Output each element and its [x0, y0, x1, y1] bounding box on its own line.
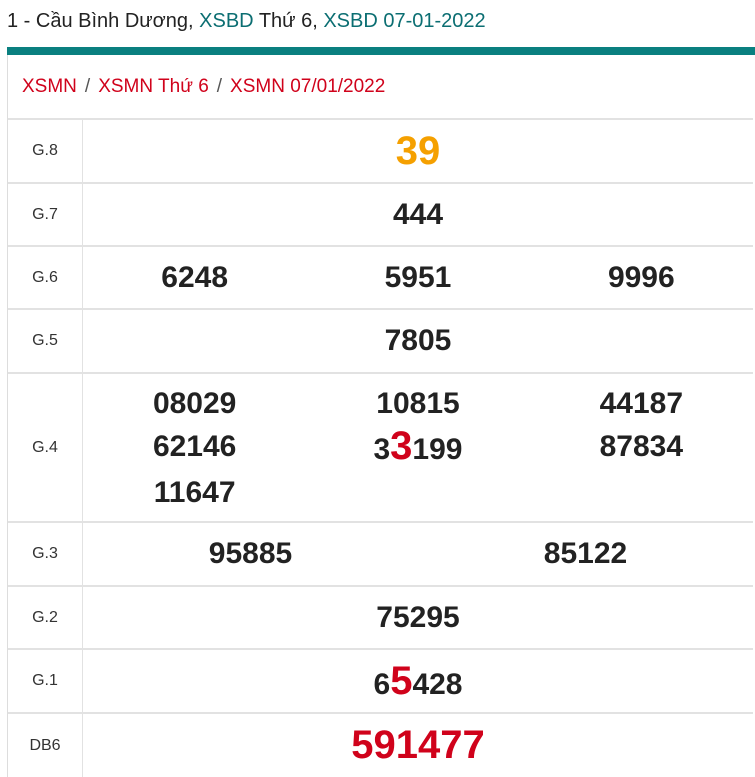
results-card: XSMN / XSMN Thứ 6 / XSMN 07/01/2022 G.8 39 G.7…: [7, 55, 754, 777]
xsbd-link[interactable]: XSBD: [199, 10, 254, 32]
breadcrumb-xsmn[interactable]: XSMN: [22, 76, 77, 97]
prize-values: 444: [82, 182, 753, 246]
prize-label: G.7: [8, 182, 83, 246]
breadcrumb-xsmn-date[interactable]: XSMN 07/01/2022: [230, 76, 386, 97]
prize-number: 75295: [376, 601, 459, 635]
highlight-digit: 5: [390, 658, 413, 703]
prize-row: DB6 591477: [8, 712, 753, 777]
prize-number: 95885: [209, 537, 292, 571]
prize-values: 6248 5951 9996: [82, 245, 753, 309]
prize-row: G.3 95885 85122: [8, 521, 753, 586]
number-part: 87834: [599, 429, 684, 463]
prize-values: 75295: [82, 585, 753, 649]
number-part: 10815: [376, 386, 460, 420]
number-part: 44187: [599, 386, 684, 420]
prize-values: 39: [82, 118, 753, 183]
prize-row: G.8 39: [8, 118, 753, 183]
prize-row: G.2 75295: [8, 585, 753, 649]
prize-row: G.5 7805: [8, 308, 753, 373]
breadcrumb-sep: /: [84, 76, 91, 97]
prize-number: 65428: [374, 659, 463, 704]
prize-number: 39: [396, 129, 441, 174]
prize-row: G.4 08029 10815 44187 62146 33199 87834 11647: [8, 372, 753, 522]
title-text: 1 - Cầu Bình Dương,: [7, 10, 200, 32]
accent-bar: [7, 47, 755, 55]
number-part: 6: [373, 667, 391, 701]
number-part: 85122: [543, 537, 628, 570]
number-part: 3: [373, 432, 391, 466]
breadcrumb-xsmn-thu6[interactable]: XSMN Thứ 6: [98, 76, 209, 97]
xsbd-date-link[interactable]: XSBD 07-01-2022: [323, 10, 486, 32]
prize-number: 10815: [306, 382, 529, 425]
page-title: 1 - Cầu Bình Dương, XSBD Thứ 6, XSBD 07-…: [7, 10, 486, 33]
prize-values: 65428: [82, 648, 753, 713]
prize-number: 44187: [530, 382, 753, 425]
prize-row: G.6 6248 5951 9996: [8, 245, 753, 309]
prize-row: G.7 444: [8, 182, 753, 246]
number-part: 75295: [376, 600, 460, 634]
prize-number: 87834: [530, 425, 753, 471]
number-part: 5951: [384, 260, 452, 294]
breadcrumb: XSMN / XSMN Thứ 6 / XSMN 07/01/2022: [22, 76, 385, 98]
number-part: 08029: [152, 386, 237, 420]
number-part: 6248: [161, 260, 229, 294]
number-part: 11647: [153, 475, 236, 509]
number-part: 428: [412, 667, 463, 701]
results-table: G.8 39 G.7 444 G.6 6248 5951 9996 G.5 7805 G.4 0802…: [8, 118, 753, 777]
prize-number: 11647: [83, 471, 306, 514]
prize-label: G.3: [8, 521, 83, 586]
number-part: 9996: [607, 260, 675, 294]
prize-row: G.1 65428: [8, 648, 753, 713]
prize-values: 591477: [82, 712, 753, 777]
prize-number: 5951: [385, 261, 452, 295]
highlight-digit: 3: [390, 423, 413, 468]
prize-values: 08029 10815 44187 62146 33199 87834 11647: [82, 372, 753, 522]
prize-values: 7805: [82, 308, 753, 373]
prize-label: G.1: [8, 648, 83, 713]
prize-label: G.6: [8, 245, 83, 309]
prize-label: G.8: [8, 118, 83, 183]
prize-number: 62146: [83, 425, 306, 471]
number-part: 7805: [384, 324, 452, 357]
prize-number: 7805: [385, 324, 452, 358]
number-part: 199: [412, 432, 463, 466]
prize-label: G.5: [8, 308, 83, 373]
prize-number: 85122: [544, 537, 627, 571]
prize-values: 95885 85122: [82, 521, 753, 586]
prize-label: DB6: [8, 712, 83, 777]
number-part: 591477: [351, 723, 485, 767]
number-part: 62146: [152, 429, 237, 463]
prize-number: 444: [393, 198, 443, 232]
breadcrumb-sep: /: [216, 76, 223, 97]
number-part: 39: [395, 128, 441, 173]
prize-label: G.4: [8, 372, 83, 522]
prize-label: G.2: [8, 585, 83, 649]
prize-number: 33199: [306, 423, 529, 471]
number-part: 95885: [208, 537, 293, 570]
title-mid: Thứ 6,: [253, 10, 324, 32]
prize-number: 08029: [83, 382, 306, 425]
prize-number: 9996: [608, 261, 675, 295]
prize-number: 6248: [161, 261, 228, 295]
number-part: 444: [392, 197, 444, 231]
prize-number: 591477: [351, 723, 484, 768]
